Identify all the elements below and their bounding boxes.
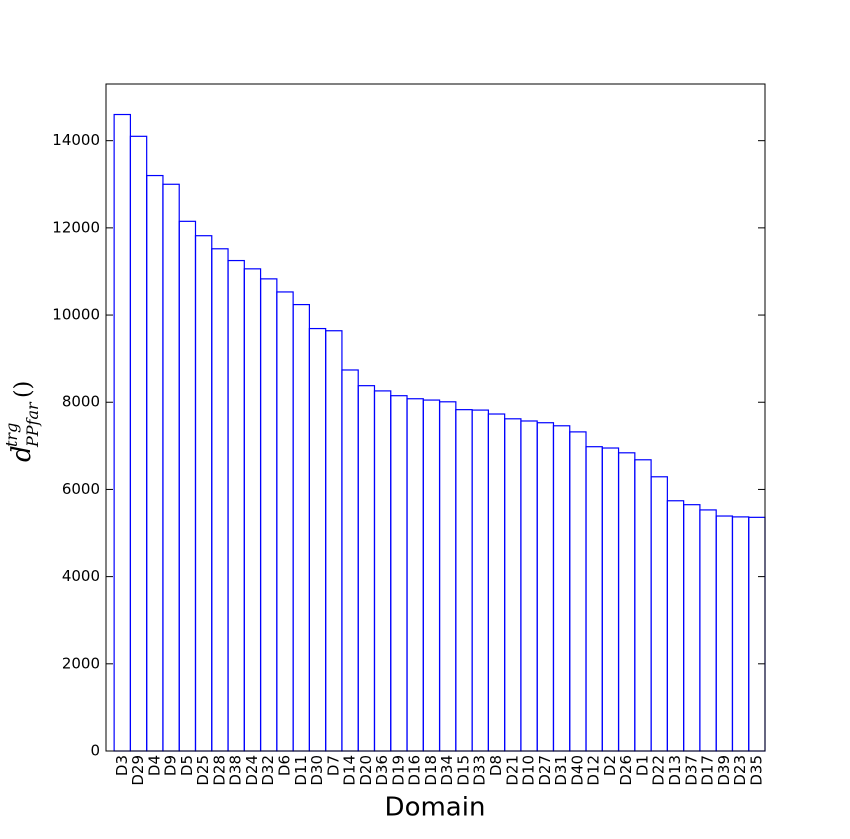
x-tick-label: D23 — [731, 755, 749, 786]
x-tick-label: D22 — [650, 755, 668, 786]
x-tick-label: D38 — [227, 755, 245, 786]
x-tick-label: D30 — [308, 755, 326, 786]
x-tick-label: D35 — [747, 755, 765, 786]
x-tick-label: D37 — [682, 755, 700, 786]
x-tick-label: D34 — [438, 755, 456, 786]
x-tick-label: D8 — [487, 755, 505, 776]
y-tick-label: 14000 — [52, 131, 100, 149]
x-tick-label: D20 — [357, 755, 375, 786]
x-tick-label: D39 — [715, 755, 733, 786]
x-tick-label: D25 — [194, 755, 212, 786]
plot-frame — [105, 83, 766, 752]
x-tick-label: D18 — [422, 755, 440, 786]
x-tick-label: D1 — [633, 755, 651, 776]
x-axis-label: Domain — [385, 793, 486, 823]
x-tick-label: D2 — [601, 755, 619, 776]
y-tick-label: 2000 — [62, 654, 100, 672]
y-label-sup: trg — [2, 423, 21, 447]
y-tick-label: 10000 — [52, 306, 100, 324]
x-tick-label: D31 — [552, 755, 570, 786]
x-tick-label: D14 — [341, 755, 359, 786]
x-tick-label: D17 — [699, 755, 717, 786]
y-label-sub: PPfar — [23, 401, 42, 448]
x-tick-label: D33 — [471, 755, 489, 786]
y-tick-label: 4000 — [62, 567, 100, 585]
x-tick-label: D28 — [210, 755, 228, 786]
x-tick-label: D3 — [113, 755, 131, 776]
y-tick-label: 12000 — [52, 218, 100, 236]
x-tick-label: D6 — [275, 755, 293, 776]
x-tick-label: D32 — [259, 755, 277, 786]
y-tick-label: 6000 — [62, 480, 100, 498]
x-tick-label: D7 — [324, 755, 342, 776]
y-label-suffix: () — [11, 381, 36, 398]
x-tick-label: D11 — [292, 755, 310, 786]
x-tick-label: D15 — [454, 755, 472, 786]
y-tick-label: 0 — [90, 742, 100, 760]
x-tick-label: D5 — [178, 755, 196, 776]
x-tick-label: D9 — [162, 755, 180, 776]
y-label-base: d — [7, 445, 37, 462]
x-tick-label: D21 — [503, 755, 521, 786]
x-tick-label: D29 — [129, 755, 147, 786]
x-tick-label: D27 — [536, 755, 554, 786]
y-tick-label: 8000 — [62, 393, 100, 411]
x-tick-label: D4 — [145, 755, 163, 776]
y-axis-label: d trg PPfar () — [2, 381, 42, 462]
x-tick-label: D19 — [389, 755, 407, 786]
x-tick-label: D12 — [585, 755, 603, 786]
x-tick-label: D13 — [666, 755, 684, 786]
x-tick-label: D16 — [406, 755, 424, 786]
x-tick-label: D10 — [520, 755, 538, 786]
x-tick-label: D40 — [568, 755, 586, 786]
x-tick-label: D26 — [617, 755, 635, 786]
x-tick-label: D24 — [243, 755, 261, 786]
x-tick-label: D36 — [373, 755, 391, 786]
